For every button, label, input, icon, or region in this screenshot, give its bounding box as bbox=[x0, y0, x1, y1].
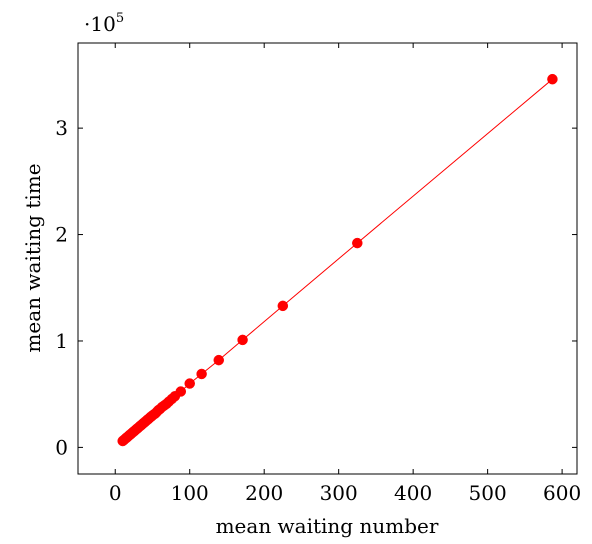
data-point bbox=[352, 237, 363, 249]
y-multiplier: ·105 bbox=[84, 11, 124, 36]
data-point bbox=[213, 354, 225, 366]
data-point bbox=[277, 300, 289, 312]
data-point bbox=[237, 334, 248, 346]
x-tick-label: 400 bbox=[394, 481, 432, 505]
y-axis-label: mean waiting time bbox=[21, 163, 45, 352]
x-tick-label: 300 bbox=[320, 481, 358, 505]
x-tick-label: 500 bbox=[469, 481, 507, 505]
x-tick-label: 0 bbox=[109, 481, 122, 505]
data-point bbox=[175, 386, 187, 397]
y-tick-label: 1 bbox=[55, 329, 68, 353]
y-tick-label: 3 bbox=[55, 116, 68, 140]
tick-labels: 0 100 200 300 400 500 600 0 1 2 3 bbox=[55, 116, 581, 505]
x-tick-label: 100 bbox=[171, 481, 209, 505]
data-point bbox=[196, 368, 207, 380]
series-layer bbox=[117, 73, 558, 447]
x-axis-label: mean waiting number bbox=[216, 514, 439, 538]
plot-area bbox=[77, 42, 578, 475]
axis-ticks bbox=[78, 43, 577, 474]
y-tick-label: 2 bbox=[55, 223, 68, 247]
plot-frame bbox=[77, 42, 578, 475]
x-tick-label: 600 bbox=[543, 481, 581, 505]
data-point bbox=[184, 378, 195, 389]
x-tick-label: 200 bbox=[245, 481, 283, 505]
y-tick-label: 0 bbox=[55, 435, 68, 459]
data-point bbox=[547, 73, 558, 85]
